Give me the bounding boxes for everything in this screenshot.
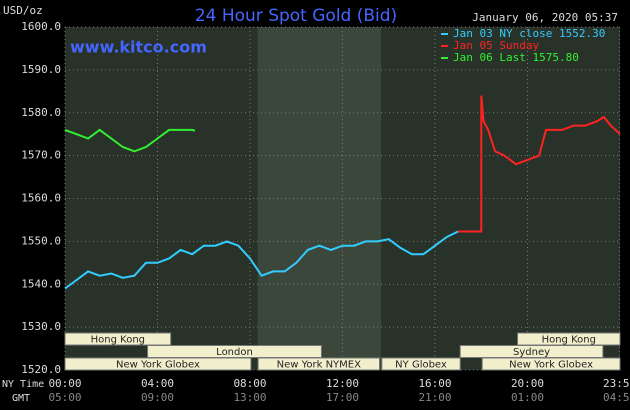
y-tick-label: 1520.0	[21, 363, 61, 376]
x-tick-label: 04:00	[141, 377, 174, 390]
gmt-tick-label: 01:00	[511, 391, 544, 404]
legend-label: Jan 06 Last 1575.80	[453, 51, 579, 64]
gmt-tick-label: 04:59	[603, 391, 630, 404]
y-tick-label: 1600.0	[21, 20, 61, 33]
x-tick-label: 23:59	[603, 377, 630, 390]
x-tick-label: 00:00	[48, 377, 81, 390]
session-label: Hong Kong	[542, 335, 596, 346]
y-tick-label: 1560.0	[21, 192, 61, 205]
session-bar	[64, 332, 172, 346]
session-label: Sydney	[513, 347, 550, 358]
gmt-tick-label: 13:00	[233, 391, 266, 404]
session-bar	[64, 357, 252, 371]
chart-title: 24 Hour Spot Gold (Bid)	[195, 6, 397, 26]
series-line	[64, 128, 196, 153]
chart-subtitle: January 06, 2020 05:37	[472, 11, 618, 24]
y-tick-label: 1590.0	[21, 63, 61, 76]
session-label: New York Globex	[116, 360, 200, 371]
series-line	[64, 230, 459, 290]
x-tick-label: 20:00	[511, 377, 544, 390]
series-line	[458, 95, 621, 233]
legend-label: Jan 03 NY close 1552.30	[453, 27, 605, 40]
session-bar	[257, 357, 380, 371]
shaded-range	[257, 27, 382, 370]
y-tick-label: 1570.0	[21, 149, 61, 162]
y-unit: USD/oz	[3, 4, 43, 17]
session-label: New York Globex	[509, 360, 593, 371]
session-label: NY Globex	[395, 360, 447, 371]
watermark: www.kitco.com	[70, 38, 207, 57]
x-tick-label: 08:00	[233, 377, 266, 390]
gmt-tick-label: 21:00	[418, 391, 451, 404]
legend-label: Jan 05 Sunday	[453, 39, 539, 52]
x-tick-label: 12:00	[326, 377, 359, 390]
plot-back	[64, 26, 621, 371]
x-axis-label: GMT	[12, 393, 30, 404]
session-label: London	[216, 347, 253, 358]
y-tick-label: 1580.0	[21, 106, 61, 119]
y-tick-label: 1550.0	[21, 234, 61, 247]
gmt-tick-label: 17:00	[326, 391, 359, 404]
session-label: New York NYMEX	[277, 360, 362, 371]
session-bar	[481, 357, 621, 371]
session-bar	[381, 357, 461, 371]
x-tick-label: 16:00	[418, 377, 451, 390]
gmt-tick-label: 09:00	[141, 391, 174, 404]
x-axis-label: NY Time	[2, 379, 44, 390]
y-tick-label: 1540.0	[21, 277, 61, 290]
y-tick-label: 1530.0	[21, 320, 61, 333]
session-label: Hong Kong	[91, 335, 145, 346]
gmt-tick-label: 05:00	[48, 391, 81, 404]
